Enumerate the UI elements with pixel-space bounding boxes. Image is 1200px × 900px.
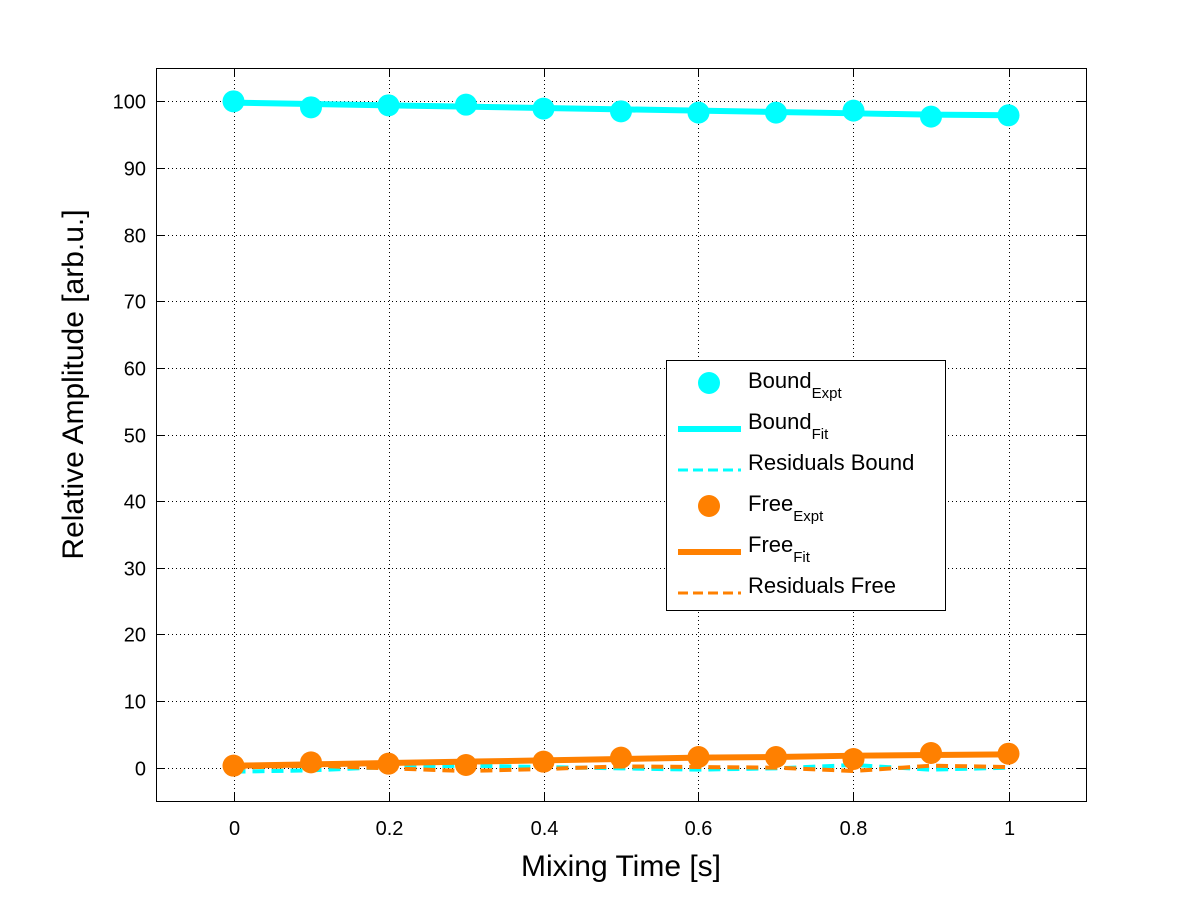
y-tick-label: 40 — [124, 492, 146, 514]
legend-label-residuals-bound: Residuals Bound — [748, 450, 914, 475]
y-tick-label: 80 — [124, 226, 146, 248]
data-point-free-expt — [222, 754, 245, 777]
data-point-bound-expt — [610, 100, 632, 123]
data-point-free-expt — [377, 752, 400, 775]
x-tick-label: 1 — [1004, 818, 1015, 840]
y-tick-label: 100 — [113, 92, 146, 114]
plot-area — [156, 68, 1086, 801]
data-point-bound-expt — [765, 101, 787, 124]
data-point-free-expt — [997, 742, 1020, 765]
y-tick-label: 0 — [135, 759, 146, 781]
x-tick-label: 0 — [229, 818, 240, 840]
legend-label-subscript: Expt — [793, 508, 824, 525]
series-free-expt — [222, 742, 1020, 777]
legend-label-main: Residuals Free — [748, 573, 896, 598]
data-point-bound-expt — [455, 93, 477, 116]
data-point-free-expt — [455, 754, 477, 777]
y-tick-label: 10 — [124, 692, 146, 714]
x-tick-label: 0.6 — [685, 818, 713, 840]
legend-label-main: Bound — [748, 368, 812, 393]
legend-marker-free-expt — [698, 495, 720, 517]
data-point-free-expt — [532, 750, 555, 773]
y-axis-label: Relative Amplitude [arb.u.] — [57, 209, 90, 559]
series-bound-expt — [222, 90, 1020, 128]
legend-label-main: Free — [748, 491, 793, 516]
data-point-bound-expt — [997, 104, 1020, 127]
data-point-free-expt — [300, 751, 322, 774]
series-layer — [222, 90, 1020, 777]
legend-label-subscript: Fit — [793, 549, 810, 566]
legend-label-subscript: Expt — [812, 385, 843, 402]
y-tick-label: 90 — [124, 159, 146, 181]
y-tick-label: 30 — [124, 559, 146, 581]
legend-label-main: Bound — [748, 409, 812, 434]
legend-label-free-fit: FreeFit — [748, 532, 811, 566]
data-point-free-expt — [765, 746, 787, 769]
legend-label-main: Free — [748, 532, 793, 557]
legend-label-bound-expt: BoundExpt — [748, 368, 842, 402]
y-tick-label: 70 — [124, 292, 146, 314]
legend-label-residuals-free: Residuals Free — [748, 573, 896, 598]
data-point-free-expt — [610, 746, 632, 769]
legend-label-bound-fit: BoundFit — [748, 409, 829, 443]
data-point-free-expt — [842, 748, 865, 771]
y-tick-label: 20 — [124, 625, 146, 647]
data-point-bound-expt — [300, 96, 322, 119]
data-point-bound-expt — [920, 105, 942, 128]
data-point-bound-expt — [222, 90, 245, 113]
y-tick-label: 50 — [124, 426, 146, 448]
data-point-bound-expt — [842, 99, 865, 122]
legend-marker-bound-expt — [698, 372, 720, 394]
x-axis-label: Mixing Time [s] — [521, 850, 721, 883]
data-point-free-expt — [920, 742, 942, 765]
data-point-free-expt — [687, 746, 710, 769]
legend-label-subscript: Fit — [812, 426, 829, 443]
y-tick-label: 60 — [124, 359, 146, 381]
x-tick-label: 0.4 — [531, 818, 559, 840]
legend-label-main: Residuals Bound — [748, 450, 914, 475]
x-tick-label: 0.8 — [840, 818, 868, 840]
data-point-bound-expt — [687, 101, 710, 124]
x-tick-label: 0.2 — [376, 818, 404, 840]
legend-label-free-expt: FreeExpt — [748, 491, 824, 525]
data-point-bound-expt — [532, 97, 555, 120]
data-point-bound-expt — [377, 94, 400, 117]
legend-box — [666, 360, 946, 611]
